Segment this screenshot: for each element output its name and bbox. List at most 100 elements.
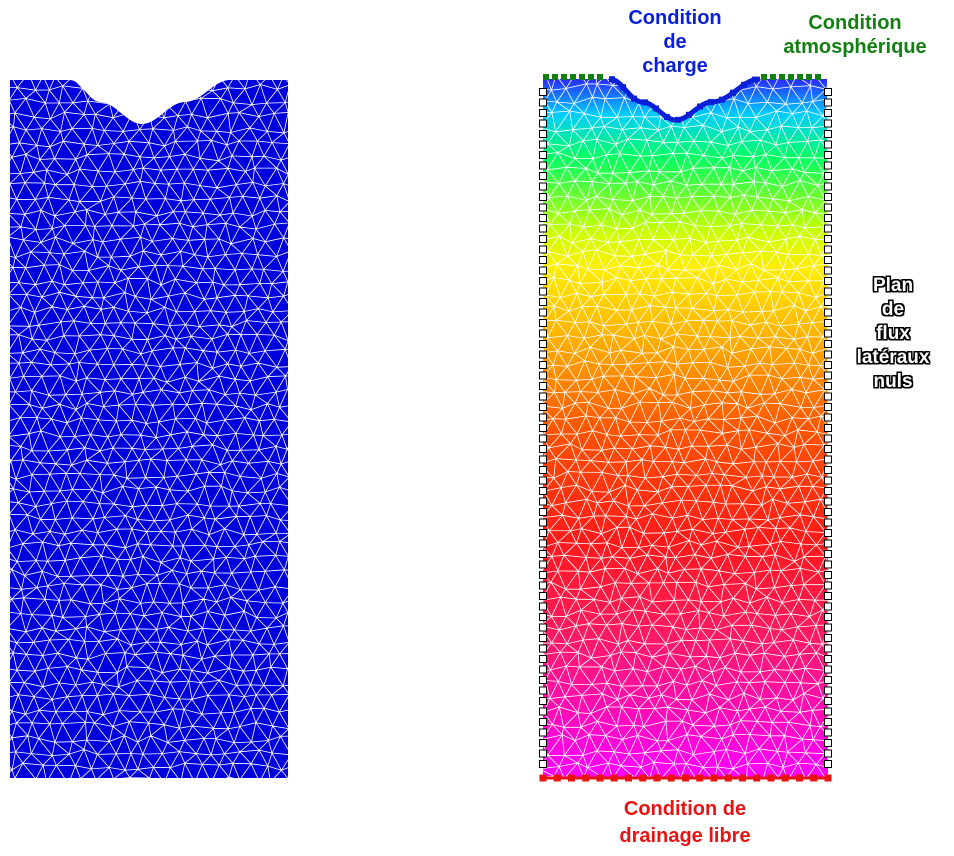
- no-flux-node: [539, 130, 547, 138]
- atmospheric-node: [770, 74, 776, 80]
- head-node: [631, 95, 637, 102]
- head-node: [675, 116, 681, 123]
- lateral-no-flux-markers: [539, 88, 832, 768]
- no-flux-node: [539, 256, 547, 264]
- no-flux-node: [539, 413, 547, 422]
- no-flux-node: [539, 329, 547, 338]
- lateral-flux-label: Plan de flux latéraux nuls: [838, 274, 948, 394]
- no-flux-node: [824, 602, 832, 611]
- drainage-node: [653, 774, 661, 782]
- head-node: [730, 89, 736, 96]
- field-color-fill: [543, 79, 828, 778]
- no-flux-node: [539, 392, 547, 401]
- no-flux-node: [539, 193, 547, 201]
- no-flux-node: [539, 508, 547, 516]
- no-flux-node: [539, 487, 547, 495]
- free-drainage-label: Condition de drainage libre: [570, 796, 800, 850]
- no-flux-node: [539, 476, 547, 485]
- no-flux-node: [824, 256, 832, 264]
- no-flux-node: [824, 329, 832, 338]
- no-flux-node: [539, 319, 547, 327]
- lateral-flux-line-4: latéraux: [856, 347, 930, 368]
- no-flux-node: [824, 350, 832, 359]
- atmospheric-condition-line-1: Condition: [808, 12, 902, 34]
- mesh-edges: [10, 80, 288, 778]
- no-flux-node: [539, 644, 547, 653]
- no-flux-node: [824, 371, 832, 380]
- atmospheric-condition-label: Condition atmosphérique: [760, 11, 950, 59]
- no-flux-node: [824, 634, 832, 642]
- no-flux-node: [824, 739, 832, 747]
- no-flux-node: [824, 760, 832, 768]
- atmospheric-node: [806, 74, 812, 80]
- no-flux-node: [539, 424, 547, 432]
- no-flux-node: [824, 287, 832, 296]
- atmospheric-node: [570, 74, 576, 80]
- no-flux-node: [539, 371, 547, 380]
- head-node: [719, 96, 725, 103]
- drainage-node: [767, 774, 775, 782]
- no-flux-node: [824, 676, 832, 684]
- no-flux-node: [539, 382, 547, 390]
- drainage-node: [553, 774, 561, 782]
- drainage-node: [810, 774, 818, 782]
- no-flux-node: [539, 172, 547, 180]
- no-flux-node: [824, 686, 832, 695]
- no-flux-node: [539, 739, 547, 747]
- no-flux-node: [539, 403, 547, 411]
- lateral-flux-line-1: Plan: [872, 275, 914, 296]
- result-field: [539, 74, 832, 782]
- no-flux-node: [539, 361, 547, 369]
- no-flux-node: [539, 350, 547, 359]
- drainage-node: [625, 774, 632, 782]
- no-flux-node: [539, 109, 547, 117]
- no-flux-node: [824, 508, 832, 516]
- no-flux-node: [539, 592, 547, 600]
- no-flux-node: [539, 686, 547, 695]
- no-flux-node: [824, 749, 832, 758]
- no-flux-node: [539, 518, 547, 527]
- no-flux-node: [539, 445, 547, 453]
- head-node: [664, 114, 670, 121]
- no-flux-node: [539, 98, 547, 107]
- drainage-node: [739, 774, 746, 782]
- atmospheric-node: [579, 74, 585, 80]
- no-flux-node: [824, 392, 832, 401]
- no-flux-node: [824, 203, 832, 212]
- free-drainage-line-1: Condition de: [623, 798, 747, 820]
- no-flux-node: [539, 634, 547, 642]
- atmospheric-node: [761, 74, 767, 80]
- no-flux-node: [539, 151, 547, 159]
- no-flux-node: [824, 550, 832, 558]
- no-flux-node: [539, 581, 547, 590]
- no-flux-node: [824, 571, 832, 579]
- no-flux-node: [824, 403, 832, 411]
- drainage-node: [696, 774, 704, 782]
- no-flux-node: [539, 287, 547, 296]
- head-node: [697, 103, 703, 110]
- drainage-node: [710, 774, 718, 782]
- no-flux-node: [539, 119, 547, 128]
- no-flux-node: [539, 182, 547, 191]
- no-flux-node: [824, 413, 832, 422]
- no-flux-node: [824, 455, 832, 464]
- no-flux-node: [824, 245, 832, 254]
- no-flux-node: [539, 308, 547, 317]
- free-drainage-line-2: drainage libre: [619, 825, 751, 847]
- no-flux-node: [824, 529, 832, 537]
- no-flux-node: [539, 298, 547, 306]
- drainage-node: [781, 774, 789, 782]
- no-flux-node: [539, 760, 547, 768]
- no-flux-node: [539, 728, 547, 737]
- no-flux-node: [824, 308, 832, 317]
- no-flux-node: [824, 466, 832, 474]
- mesh-edges: [543, 79, 828, 778]
- no-flux-node: [539, 140, 547, 149]
- drainage-node: [753, 774, 761, 782]
- head-condition-label: Condition de charge: [600, 6, 750, 78]
- no-flux-node: [539, 623, 547, 632]
- no-flux-node: [824, 277, 832, 285]
- no-flux-node: [539, 497, 547, 506]
- no-flux-node: [539, 245, 547, 254]
